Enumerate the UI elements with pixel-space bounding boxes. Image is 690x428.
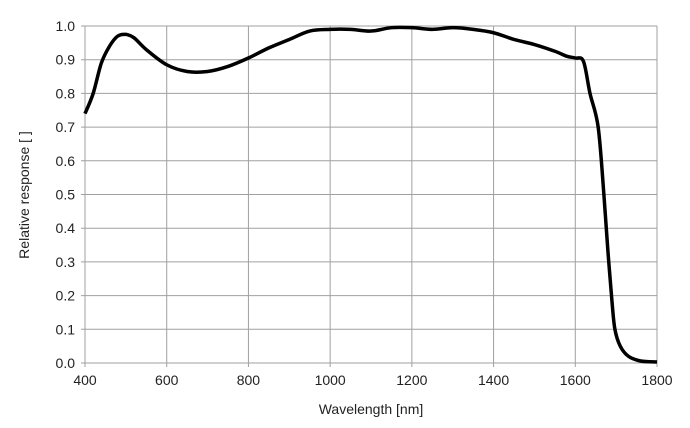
series-line [83, 25, 658, 364]
y-tick-label: 0.2 [56, 288, 76, 304]
y-tick-label: 0.5 [56, 187, 76, 203]
x-tick-label: 1600 [560, 372, 591, 388]
x-tick-label: 1200 [396, 372, 427, 388]
y-tick-label: 0.8 [56, 85, 76, 101]
x-tick-label: 600 [155, 372, 179, 388]
x-axis-label: Wavelength [nm] [319, 401, 424, 417]
x-tick-label: 1000 [315, 372, 346, 388]
y-tick-label: 0.4 [56, 220, 76, 236]
x-tick-label: 400 [73, 372, 97, 388]
tick-labels: 400 600 800 1000 1200 1400 1600 1800 0.0 0.1 0.2 0.… [56, 18, 673, 388]
y-tick-label: 0.3 [56, 254, 76, 270]
y-tick-label: 1.0 [56, 18, 76, 34]
x-tick-label: 800 [237, 372, 261, 388]
x-tick-label: 1800 [641, 372, 672, 388]
y-tick-label: 0.0 [56, 355, 76, 371]
grid [81, 25, 658, 367]
y-axis-label: Relative response [ ] [16, 131, 32, 259]
y-tick-label: 0.9 [56, 52, 76, 68]
y-tick-label: 0.7 [56, 119, 76, 135]
y-tick-label: 0.6 [56, 153, 76, 169]
x-tick-label: 1400 [478, 372, 509, 388]
y-tick-label: 0.1 [56, 321, 76, 337]
